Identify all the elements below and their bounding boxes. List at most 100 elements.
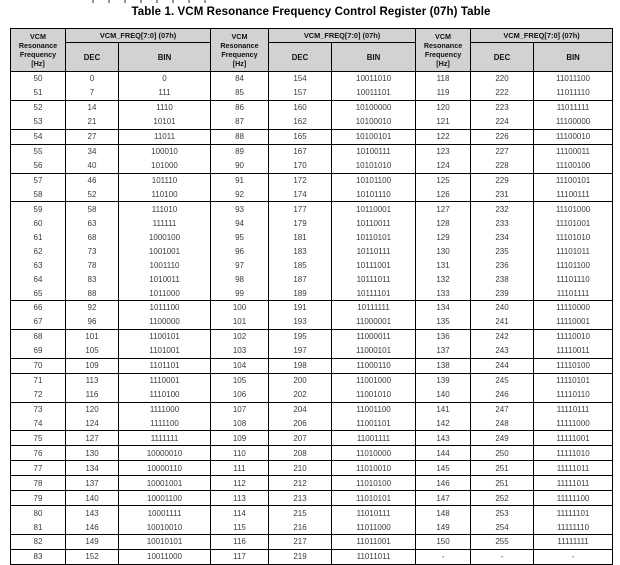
dec-cell: 127 <box>65 430 119 447</box>
dec-cell: 73 <box>65 244 119 259</box>
bin-cell: 11001010 <box>331 387 417 403</box>
dec-cell: 213 <box>268 490 333 507</box>
dec-cell: 137 <box>65 475 119 492</box>
freq-column-header: VCM Resonance Frequency [Hz] <box>415 28 472 72</box>
freq-cell: 80 <box>10 505 66 521</box>
bin-cell: 11110010 <box>533 329 614 344</box>
freq-cell: 63 <box>10 258 66 273</box>
freq-cell: 93 <box>210 201 270 217</box>
bin-cell: 1001110 <box>117 258 212 273</box>
bin-cell: 11011110 <box>533 85 614 101</box>
bin-cell: 10000010 <box>117 445 212 462</box>
dec-cell: 233 <box>470 216 535 231</box>
freq-cell: 115 <box>210 520 270 536</box>
bin-cell: 11010010 <box>331 460 417 477</box>
bin-cell: 10001111 <box>117 505 212 521</box>
dec-cell: 216 <box>268 520 333 536</box>
table-row: 51 7 111 85 157 10011101 119 222 11011110 <box>10 85 614 101</box>
table-row: 67 96 1100000 101 193 11000001 135 241 11110001 <box>10 314 614 330</box>
bin-cell: 11010111 <box>331 505 417 521</box>
bin-cell: 10111101 <box>331 286 417 302</box>
bin-cell: 11010100 <box>331 475 417 492</box>
freq-header-line: Frequency <box>424 50 462 59</box>
table-row: 83 152 10011000 117 219 11011011- - - <box>10 549 614 565</box>
freq-header-line: VCM <box>435 32 452 41</box>
bin-cell: 1101001 <box>117 343 212 359</box>
table-header: VCM Resonance Frequency [Hz] VCM_FREQ[7:… <box>10 28 614 72</box>
bin-cell: 11110011 <box>533 343 614 359</box>
freq-column-header: VCM Resonance Frequency [Hz] <box>210 28 270 72</box>
table-row: 61 68 1000100 95 181 10110101 129 234 11101010 <box>10 230 614 245</box>
bin-cell: 11111000 <box>533 416 614 432</box>
freq-cell: 69 <box>10 343 66 359</box>
dec-cell: 124 <box>65 416 119 432</box>
freq-cell: 104 <box>210 358 270 374</box>
bin-cell: 10010101 <box>117 534 212 550</box>
freq-cell: 99 <box>210 286 270 302</box>
bin-cell: 1101101 <box>117 358 212 374</box>
page-title: Table 1. VCM Resonance Frequency Control… <box>131 6 491 18</box>
freq-cell: 70 <box>10 358 66 374</box>
dec-cell: 183 <box>268 244 333 259</box>
dec-cell: 177 <box>268 201 333 217</box>
dec-cell: 228 <box>470 158 535 174</box>
freq-cell: 84 <box>210 71 270 86</box>
dec-cell: 240 <box>470 300 535 315</box>
bin-cell: 11000011 <box>331 329 417 344</box>
freq-cell: 117 <box>210 549 270 565</box>
bin-cell: 11101001 <box>533 216 614 231</box>
freq-cell: 135 <box>415 314 472 330</box>
table-row: 81 146 10010010 115 216 11011000 149 254 1111111… <box>10 520 614 536</box>
freq-cell: 83 <box>10 549 66 565</box>
bin-cell: 10010010 <box>117 520 212 536</box>
bin-cell: 10100010 <box>331 114 417 130</box>
bin-cell: 110100 <box>117 187 212 203</box>
dec-cell: 68 <box>65 230 119 245</box>
bin-cell: 11100010 <box>533 129 614 145</box>
freq-header-line: Frequency <box>19 50 57 59</box>
dec-cell: 96 <box>65 314 119 330</box>
dec-cell: 154 <box>268 71 333 86</box>
freq-cell: 131 <box>415 258 472 273</box>
dec-cell: 212 <box>268 475 333 492</box>
freq-cell: 128 <box>415 216 472 231</box>
dec-cell: 200 <box>268 373 333 388</box>
freq-cell: 143 <box>415 430 472 447</box>
table-row: 58 52 110100 92 174 10101110 126 231 11100111 <box>10 187 614 203</box>
dec-cell: 130 <box>65 445 119 462</box>
bin-cell: 11110001 <box>533 314 614 330</box>
freq-cell: 145 <box>415 460 472 477</box>
bin-cell: 11000110 <box>331 358 417 374</box>
freq-cell: 148 <box>415 505 472 521</box>
dec-cell: 14 <box>65 100 119 115</box>
table-row: 56 40 101000 90 170 10101010 124 228 11100100 <box>10 158 614 174</box>
bin-cell: 101110 <box>117 173 212 188</box>
freq-cell: 98 <box>210 272 270 287</box>
dec-cell: 185 <box>268 258 333 273</box>
freq-cell: 57 <box>10 173 66 188</box>
dec-cell: 229 <box>470 173 535 188</box>
table-row: 66 92 1011100 100 191 10111111 134 240 11110000 <box>10 300 614 315</box>
dec-cell: 152 <box>65 549 119 565</box>
vcm-freq-register-group-header: VCM_FREQ[7:0] (07h) <box>470 28 614 43</box>
dec-cell: 160 <box>268 100 333 115</box>
bin-cell: 10001100 <box>117 490 212 507</box>
freq-cell: 71 <box>10 373 66 388</box>
freq-cell: 107 <box>210 402 270 417</box>
dec-cell: 0 <box>65 71 119 86</box>
freq-cell: 100 <box>210 300 270 315</box>
dec-cell: 46 <box>65 173 119 188</box>
dec-cell: 34 <box>65 144 119 159</box>
dec-cell: 223 <box>470 100 535 115</box>
bin-cell: 11011001 <box>331 534 417 550</box>
freq-cell: 144 <box>415 445 472 462</box>
freq-cell: 68 <box>10 329 66 344</box>
freq-cell: 139 <box>415 373 472 388</box>
bin-cell: 11000001 <box>331 314 417 330</box>
dec-cell: 172 <box>268 173 333 188</box>
freq-cell: 150 <box>415 534 472 550</box>
table-row: 72 116 1110100 106 202 11001010 140 246 11110110 <box>10 387 614 403</box>
dec-cell: 116 <box>65 387 119 403</box>
freq-cell: 58 <box>10 187 66 203</box>
freq-cell: 118 <box>415 71 472 86</box>
